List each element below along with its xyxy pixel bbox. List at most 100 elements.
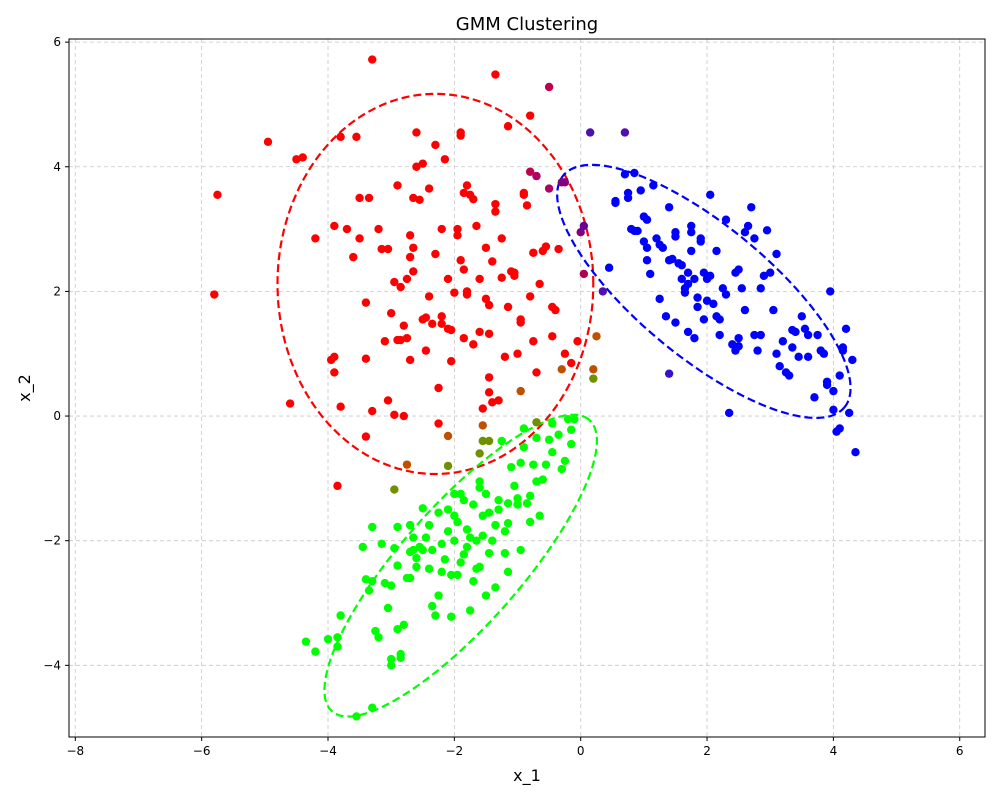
data-point-blue [645, 269, 655, 279]
data-point-green [462, 542, 472, 552]
data-point-red [399, 321, 409, 330]
data-point-red [374, 224, 383, 234]
data-point-green [560, 456, 570, 466]
data-point-red [333, 481, 342, 491]
data-point-green [554, 430, 563, 439]
data-point-red [421, 346, 431, 355]
data-point-green [450, 489, 459, 499]
data-point-blue [649, 181, 658, 190]
data-point-blue [838, 346, 848, 355]
data-point-blue [753, 346, 762, 355]
x-tick-label: −6 [193, 744, 211, 758]
data-point-green [538, 475, 547, 484]
data-point-green [301, 637, 311, 646]
data-point-red [431, 249, 440, 259]
data-point-green [497, 436, 506, 446]
data-point-red [330, 352, 339, 362]
data-point-red [484, 329, 494, 338]
data-point-red [497, 234, 506, 243]
ellipse-green [323, 413, 599, 718]
data-point-red [428, 319, 437, 329]
data-point-blue [841, 324, 851, 333]
data-point-blue [769, 305, 778, 315]
data-point-green [475, 483, 484, 492]
data-point-blue [734, 333, 743, 343]
data-point-red [510, 268, 519, 277]
data-point-red [522, 201, 532, 210]
data-point-green [494, 495, 503, 505]
data-point-green [368, 522, 377, 532]
data-point-red [311, 234, 320, 243]
data-point-blue [709, 299, 718, 309]
data-point-blue [699, 268, 709, 277]
data-point-red [453, 231, 462, 240]
data-point-green [374, 633, 383, 642]
data-point-red [462, 290, 472, 299]
data-point-blue [822, 377, 832, 386]
data-point-green [503, 567, 513, 577]
y-axis-ticks: −4 −2 0 2 4 6 [43, 35, 69, 672]
ellipse-red [276, 92, 595, 476]
data-point-blue [671, 227, 680, 237]
data-point-blue [734, 265, 743, 274]
data-point-green [481, 489, 491, 499]
data-point-blue [642, 256, 652, 265]
data-point-red [431, 140, 440, 150]
data-point-blue [683, 268, 693, 277]
data-point-blue [819, 349, 829, 358]
data-point-green [525, 491, 535, 501]
y-axis-label: x_2 [15, 374, 35, 402]
data-point-green [393, 624, 402, 634]
chart-title: GMM Clustering [456, 14, 598, 35]
data-point-blue [721, 290, 731, 299]
data-point-red [383, 396, 393, 405]
data-point-red [424, 184, 434, 193]
y-tick-label: 4 [53, 160, 61, 174]
data-point-mixed [589, 374, 598, 383]
data-point-blue [687, 246, 696, 256]
data-point-blue [687, 227, 696, 237]
data-point-green [437, 567, 446, 577]
data-point-blue [813, 330, 822, 340]
data-point-red [336, 402, 345, 411]
data-point-red [573, 337, 582, 346]
data-point-blue [706, 271, 715, 281]
data-point-green [567, 425, 576, 434]
data-point-blue [683, 279, 693, 289]
data-point-green [450, 536, 459, 545]
data-point-red [210, 290, 219, 299]
data-point-green [377, 539, 386, 549]
data-point-red [342, 224, 352, 234]
data-point-red [336, 132, 345, 142]
y-tick-label: 6 [53, 35, 61, 49]
data-point-blue [718, 284, 728, 293]
data-point-green [453, 570, 462, 580]
data-point-red [405, 355, 415, 365]
data-point-blue [715, 315, 724, 324]
data-point-mixed [402, 460, 412, 469]
data-point-red [560, 349, 570, 358]
data-point-mixed [390, 485, 399, 494]
data-point-blue [655, 294, 664, 304]
data-point-green [333, 642, 342, 651]
data-point-blue [668, 254, 677, 264]
data-point-green [380, 578, 390, 588]
data-point-blue [696, 234, 705, 243]
data-point-green [437, 539, 446, 549]
data-point-mixed [664, 369, 674, 378]
data-point-red [355, 234, 364, 243]
data-point-blue [835, 424, 844, 433]
data-point-red [554, 244, 563, 254]
data-point-blue [702, 296, 712, 305]
data-point-green [456, 489, 465, 499]
data-point-red [500, 352, 510, 362]
data-point-mixed [598, 287, 608, 296]
data-point-green [446, 570, 456, 580]
x-tick-label: −2 [446, 744, 464, 758]
data-point-red [503, 302, 513, 312]
data-point-green [465, 533, 475, 542]
data-point-green [364, 586, 374, 595]
data-point-blue [826, 287, 835, 296]
data-point-red [292, 155, 301, 164]
data-point-red [380, 337, 390, 346]
